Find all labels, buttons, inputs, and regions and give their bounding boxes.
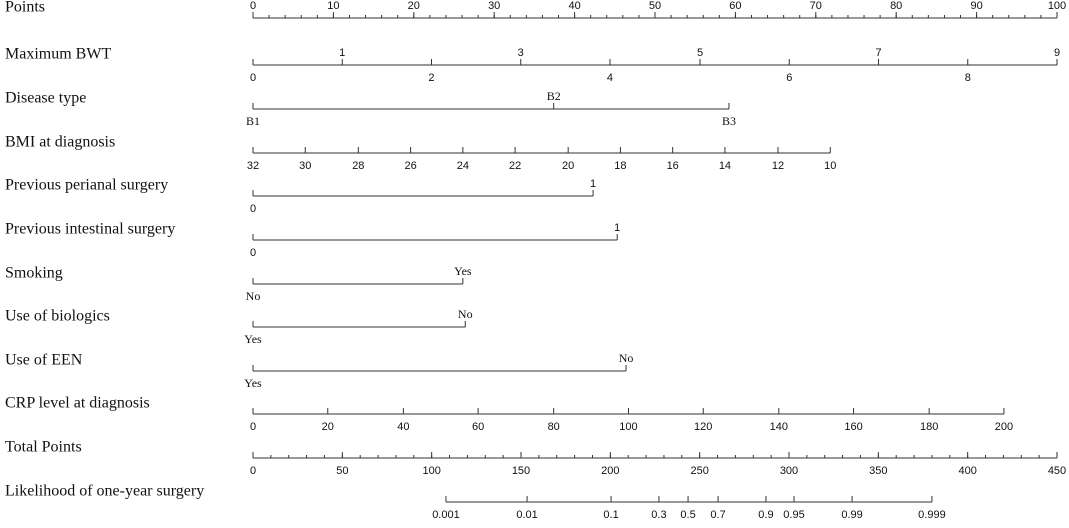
tick-label: 80 <box>890 0 902 12</box>
tick-label: 2 <box>428 72 434 84</box>
tick-label: 180 <box>920 421 938 433</box>
tick-label: 0.3 <box>651 509 666 521</box>
tick-label: No <box>246 289 261 303</box>
tick-label: 50 <box>649 0 661 12</box>
tick-label: 26 <box>404 160 416 172</box>
tick-label: 8 <box>965 72 971 84</box>
tick-label: B1 <box>246 114 260 128</box>
tick-label: 350 <box>869 465 887 477</box>
tick-label: 0 <box>250 247 256 259</box>
tick-label: 0 <box>250 421 256 433</box>
tick-label: 22 <box>509 160 521 172</box>
tick-label: 0.9 <box>758 509 773 521</box>
tick-label: 10 <box>327 0 339 12</box>
tick-label: 150 <box>512 465 530 477</box>
tick-label: Yes <box>454 264 472 278</box>
tick-label: 50 <box>336 465 348 477</box>
tick-label: 16 <box>667 160 679 172</box>
tick-label: 20 <box>322 421 334 433</box>
tick-label: 70 <box>810 0 822 12</box>
tick-label: 90 <box>970 0 982 12</box>
row-name: Points <box>5 0 45 16</box>
row-name: Disease type <box>5 90 86 107</box>
tick-label: 40 <box>397 421 409 433</box>
tick-label: 100 <box>1048 0 1066 12</box>
tick-label: 3 <box>518 47 524 59</box>
tick-label: 12 <box>772 160 784 172</box>
tick-label: 9 <box>1054 47 1060 59</box>
row-name: BMI at diagnosis <box>5 134 115 151</box>
row-name: Likelihood of one-year surgery <box>5 483 204 500</box>
tick-label: 10 <box>824 160 836 172</box>
tick-label: 1 <box>339 47 345 59</box>
tick-label: 200 <box>995 421 1013 433</box>
tick-label: Yes <box>244 332 262 346</box>
tick-label: 18 <box>614 160 626 172</box>
tick-label: 0.01 <box>516 509 537 521</box>
tick-label: 14 <box>719 160 731 172</box>
tick-label: 1 <box>614 222 620 234</box>
tick-label: 20 <box>562 160 574 172</box>
tick-label: B2 <box>547 89 561 103</box>
tick-label: 450 <box>1048 465 1066 477</box>
tick-label: 200 <box>601 465 619 477</box>
row-name: Total Points <box>5 439 82 456</box>
tick-label: No <box>619 351 634 365</box>
tick-label: 250 <box>690 465 708 477</box>
tick-label: 60 <box>472 421 484 433</box>
tick-label: Yes <box>244 376 262 390</box>
tick-label: 24 <box>457 160 469 172</box>
tick-label: 400 <box>958 465 976 477</box>
row-name: CRP level at diagnosis <box>5 395 150 412</box>
tick-label: 0 <box>250 72 256 84</box>
tick-label: 0.7 <box>710 509 725 521</box>
tick-label: 40 <box>568 0 580 12</box>
row-name: Smoking <box>5 265 63 282</box>
tick-label: 30 <box>299 160 311 172</box>
row-name: Use of EEN <box>5 352 83 369</box>
tick-label: 0.1 <box>603 509 618 521</box>
tick-label: 0 <box>250 465 256 477</box>
tick-label: 0 <box>250 203 256 215</box>
tick-label: 0.99 <box>841 509 862 521</box>
tick-label: 30 <box>488 0 500 12</box>
tick-label: 80 <box>548 421 560 433</box>
row-name: Previous intestinal surgery <box>5 221 175 238</box>
tick-label: 20 <box>408 0 420 12</box>
tick-label: 160 <box>844 421 862 433</box>
tick-label: 140 <box>770 421 788 433</box>
row-name: Maximum BWT <box>5 46 111 63</box>
tick-label: 5 <box>697 47 703 59</box>
tick-label: 0.001 <box>432 509 460 521</box>
tick-label: 120 <box>694 421 712 433</box>
row-name: Use of biologics <box>5 308 110 325</box>
tick-label: 0.999 <box>918 509 946 521</box>
tick-label: No <box>458 307 473 321</box>
tick-label: 100 <box>619 421 637 433</box>
tick-label: 0.95 <box>783 509 804 521</box>
tick-label: 28 <box>352 160 364 172</box>
tick-label: 32 <box>247 160 259 172</box>
tick-label: 0.5 <box>680 509 695 521</box>
tick-label: 100 <box>422 465 440 477</box>
tick-label: 0 <box>250 0 256 12</box>
tick-label: 300 <box>780 465 798 477</box>
row-name: Previous perianal surgery <box>5 177 168 194</box>
tick-label: B3 <box>722 114 736 128</box>
tick-label: 60 <box>729 0 741 12</box>
tick-label: 4 <box>607 72 613 84</box>
tick-label: 1 <box>590 178 596 190</box>
tick-label: 6 <box>786 72 792 84</box>
tick-label: 7 <box>875 47 881 59</box>
